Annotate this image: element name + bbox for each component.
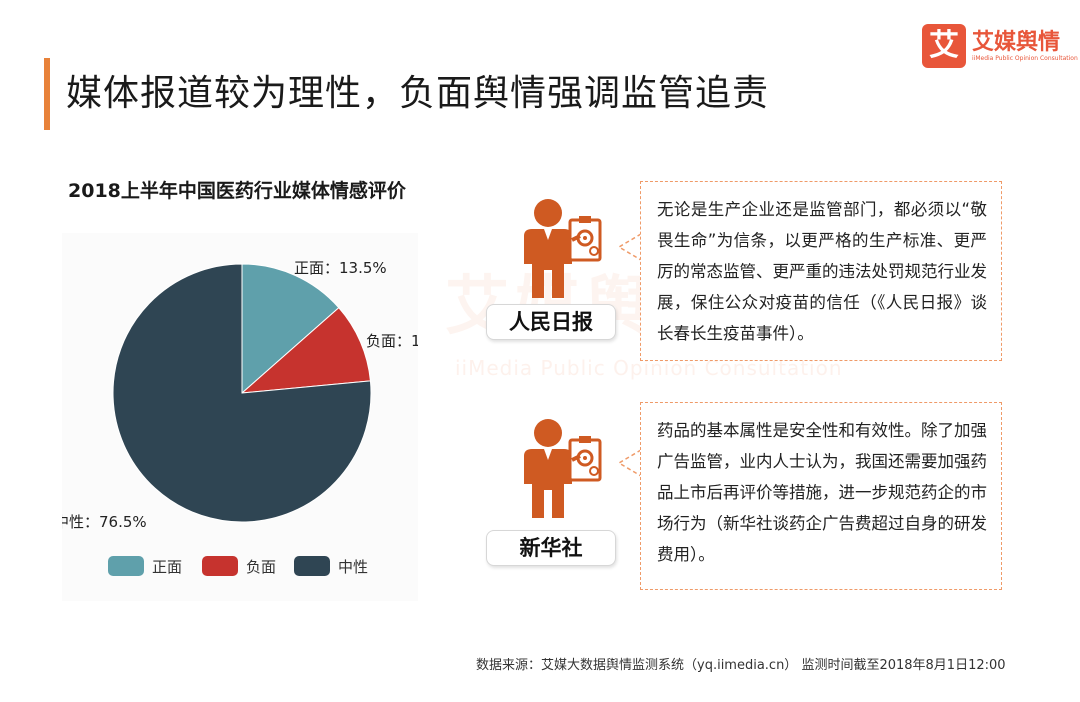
data-source-footer: 数据来源：艾媒大数据舆情监测系统（yq.iimedia.cn） 监测时间截至20…: [476, 658, 1006, 673]
legend-label: 负面: [246, 558, 276, 576]
slice-data-label: 正面：13.5%: [294, 259, 387, 277]
spokesperson-icon: [524, 199, 602, 298]
chart-title: 2018上半年中国医药行业媒体情感评价: [68, 180, 406, 202]
quote-box-peoples-daily: 无论是生产企业还是监管部门，都必须以“敬畏生命”为信条，以更严格的生产标准、更严…: [640, 181, 1002, 361]
logo-name: 艾媒舆情: [972, 30, 1061, 55]
pie-slice-1: [241, 263, 340, 395]
brand-logo: 艾 艾媒舆情 iiMedia Public Opinion Consultati…: [922, 22, 1078, 72]
slice-data-label: 中性：76.5%: [62, 513, 147, 531]
page-title: 媒体报道较为理性，负面舆情强调监管追责: [66, 73, 770, 114]
legend-label: 正面: [152, 558, 182, 576]
pie-slice-2: [240, 306, 371, 394]
spokesperson-icon: [524, 419, 602, 518]
legend-swatch: [202, 556, 238, 576]
title-accent-bar: [44, 58, 50, 130]
pie-slice-3: [112, 263, 372, 523]
source-label-xinhua: 新华社: [486, 530, 616, 566]
slice-data-label: 负面：10.0%: [366, 332, 418, 350]
legend-swatch: [108, 556, 144, 576]
source-label-peoples-daily: 人民日报: [486, 304, 616, 340]
pie-chart: 正面：13.5% 负面：10.0% 中性：76.5% 正面 负面 中性: [62, 259, 418, 576]
legend-label: 中性: [338, 558, 368, 576]
quote-box-xinhua: 药品的基本属性是安全性和有效性。除了加强广告监管，业内人士认为，我国还需要加强药…: [640, 402, 1002, 590]
logo-mark: 艾: [922, 24, 966, 68]
legend-swatch: [294, 556, 330, 576]
logo-subtitle: iiMedia Public Opinion Consultation: [972, 55, 1078, 62]
chart-panel: 正面：13.5% 负面：10.0% 中性：76.5% 正面 负面 中性: [62, 233, 418, 601]
